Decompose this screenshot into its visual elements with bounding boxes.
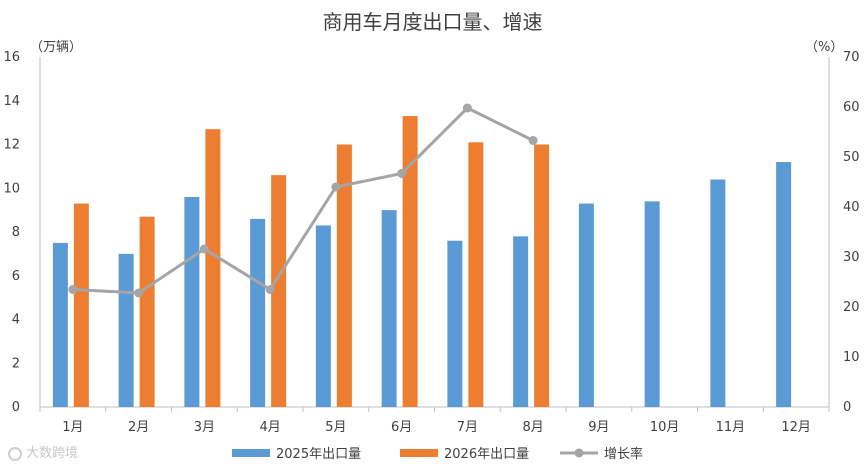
right-axis-tick-label: 40 <box>843 200 860 215</box>
growth-rate-point <box>68 285 78 294</box>
bar-2026 <box>402 116 418 407</box>
x-axis-tick-label: 8月 <box>522 420 543 435</box>
left-axis-tick-label: 8 <box>12 225 20 240</box>
bar-2026 <box>271 175 287 407</box>
growth-rate-point <box>528 136 538 145</box>
right-axis-tick-label: 30 <box>843 250 860 265</box>
x-axis-tick-label: 2月 <box>128 420 149 435</box>
growth-rate-point <box>199 244 209 254</box>
growth-rate-point <box>397 169 407 178</box>
bar-2025 <box>710 179 726 407</box>
x-axis-tick-label: 7月 <box>457 420 478 435</box>
bar-2025 <box>52 242 68 407</box>
right-axis-tick-label: 60 <box>843 100 860 115</box>
left-axis-tick-label: 2 <box>12 356 20 371</box>
watermark-logo-icon <box>8 446 22 461</box>
x-axis-tick-label: 9月 <box>588 420 609 435</box>
x-axis-tick-label: 3月 <box>194 420 215 435</box>
x-axis-tick-label: 1月 <box>62 420 83 435</box>
bar-2026 <box>336 144 352 407</box>
legend-label: 2025年出口量 <box>276 447 361 462</box>
x-axis-tick-label: 11月 <box>716 420 746 435</box>
watermark-text: 大数跨境 <box>26 446 79 461</box>
bar-2025 <box>513 236 529 407</box>
growth-rate-point <box>331 182 341 192</box>
growth-rate-point <box>462 103 472 113</box>
bar-2025 <box>250 218 266 407</box>
left-axis-tick-label: 10 <box>3 181 20 196</box>
bar-2026 <box>73 203 89 407</box>
bar-2025 <box>776 162 792 407</box>
left-axis-tick-label: 12 <box>3 138 20 153</box>
bar-2026 <box>205 129 221 407</box>
right-axis-tick-label: 10 <box>843 350 860 365</box>
left-axis-tick-label: 6 <box>12 269 20 284</box>
bar-2025 <box>315 225 331 407</box>
x-axis-tick-label: 6月 <box>391 420 412 435</box>
bar-2026 <box>534 144 550 407</box>
x-axis-tick-label: 10月 <box>650 420 680 435</box>
legend-label: 增长率 <box>604 446 643 462</box>
bar-2025 <box>644 201 660 407</box>
bar-2025 <box>447 240 463 407</box>
right-axis-tick-label: 70 <box>843 50 860 65</box>
legend-swatch-marker <box>574 448 584 458</box>
bar-2025 <box>184 197 200 407</box>
right-axis-unit: （%） <box>805 40 844 55</box>
growth-rate-point <box>134 288 144 298</box>
bar-2025 <box>578 203 594 407</box>
right-axis-tick-label: 20 <box>843 300 860 315</box>
left-axis-tick-label: 0 <box>12 400 20 415</box>
bar-2026 <box>468 142 484 407</box>
legend-label: 2026年出口量 <box>444 447 529 462</box>
bar-2026 <box>139 216 155 407</box>
right-axis-tick-label: 0 <box>843 400 851 415</box>
left-axis-tick-label: 14 <box>3 94 20 109</box>
x-axis-tick-label: 5月 <box>325 420 346 435</box>
chart-title: 商用车月度出口量、增速 <box>322 10 543 34</box>
left-axis-tick-label: 4 <box>12 313 20 328</box>
left-axis-unit: （万辆） <box>30 40 83 55</box>
bar-2025 <box>381 210 397 407</box>
left-axis-tick-label: 16 <box>3 50 20 65</box>
growth-rate-point <box>265 285 275 294</box>
bar-2025 <box>118 253 134 407</box>
growth-rate-line <box>72 106 534 295</box>
legend-swatch <box>232 449 270 457</box>
watermark: 大数跨境 <box>8 442 78 461</box>
x-axis-tick-label: 4月 <box>259 420 280 435</box>
right-axis-tick-label: 50 <box>843 150 860 165</box>
legend-swatch <box>400 449 438 457</box>
x-axis-tick-label: 12月 <box>781 420 811 435</box>
